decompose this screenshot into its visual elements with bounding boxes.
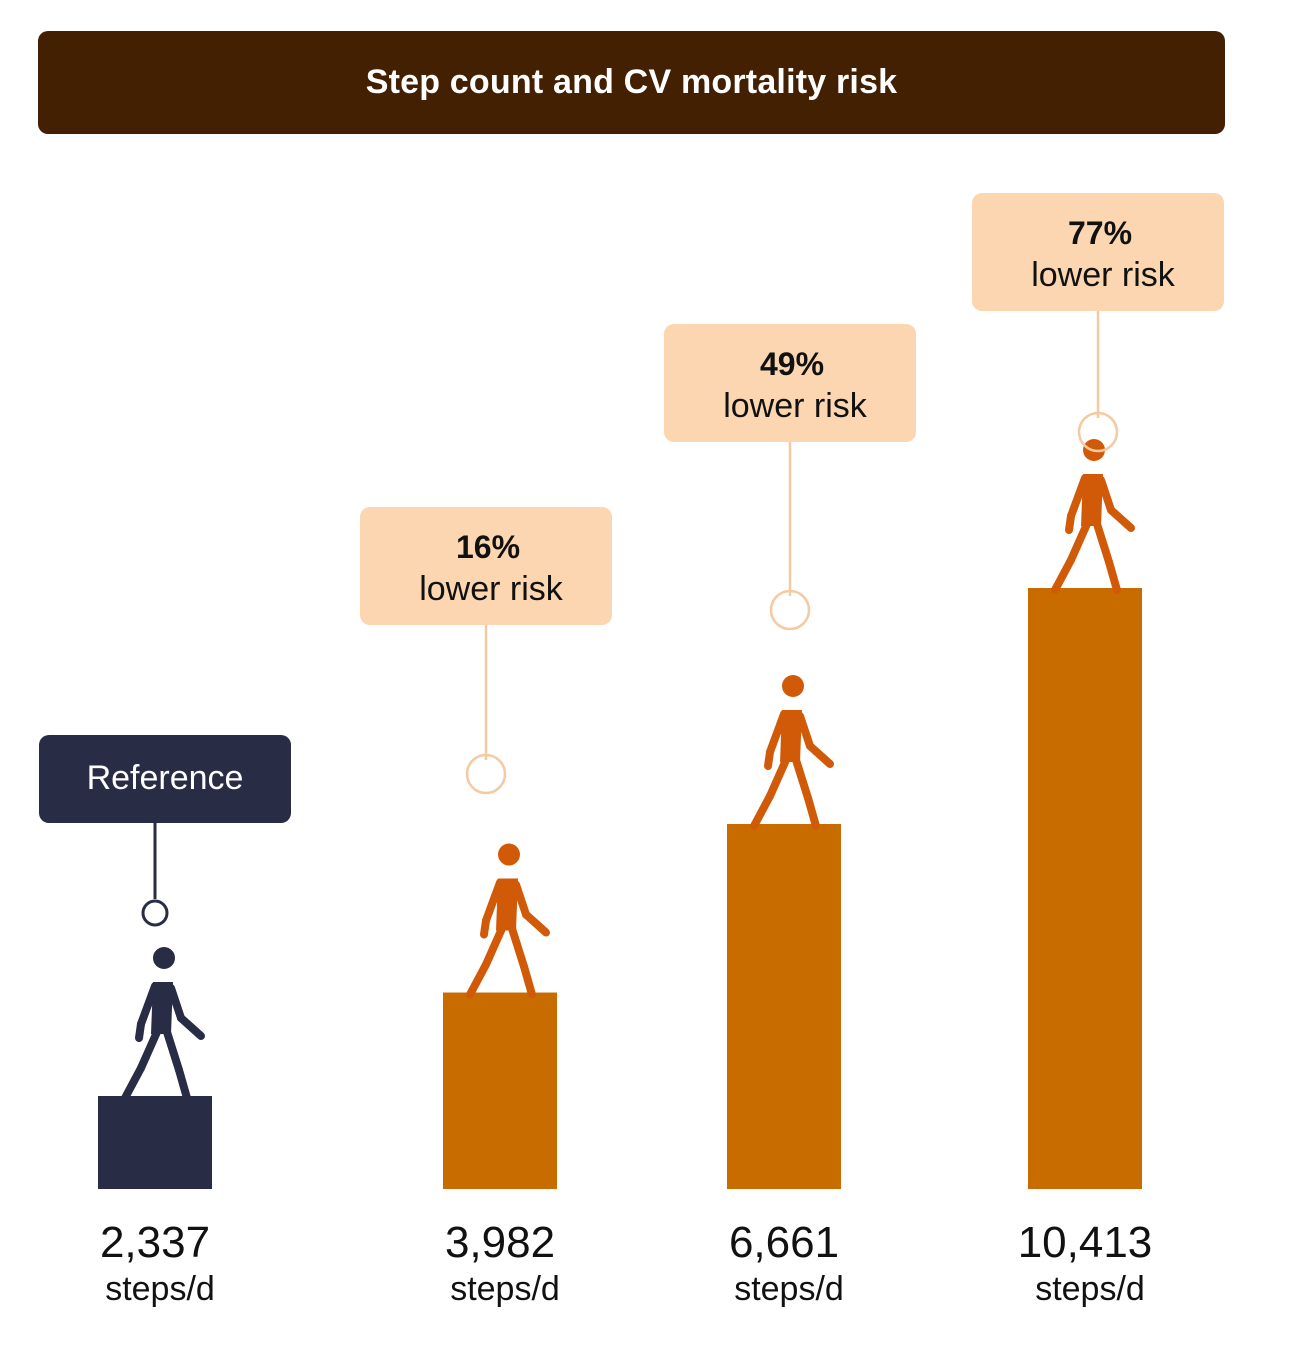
- tick-unit-2: steps/d: [734, 1270, 844, 1308]
- walker-back-shin: [466, 960, 490, 999]
- callout-marker-0: [141, 899, 169, 927]
- tick-label-0: 2,337: [100, 1218, 210, 1267]
- walker-back-shin: [121, 1064, 145, 1102]
- walker-icon-2: [750, 675, 834, 831]
- bar-0: [98, 1096, 212, 1189]
- walker-head: [498, 843, 520, 866]
- walker-head: [782, 675, 804, 698]
- walker-front-forearm: [177, 1014, 205, 1040]
- walker-front-forearm: [1107, 506, 1135, 532]
- walker-head: [153, 947, 175, 969]
- walker-front-thigh: [1093, 520, 1113, 566]
- tick-label-1: 3,982: [445, 1218, 555, 1267]
- walker-back-thigh: [482, 924, 506, 969]
- walker-icon-3: [1051, 439, 1135, 594]
- tick-label-2: 6,661: [729, 1218, 839, 1267]
- walker-icon-1: [466, 843, 550, 999]
- bar-3: [1028, 588, 1142, 1189]
- walker-front-arm: [167, 984, 185, 1022]
- walker-back-thigh: [137, 1028, 161, 1072]
- walker-torso: [1081, 474, 1103, 526]
- tick-label-3: 10,413: [1018, 1218, 1153, 1267]
- callout-box-1: [360, 507, 612, 625]
- data-label-3: 77%: [1068, 215, 1132, 251]
- bar-1: [443, 992, 557, 1189]
- title-bar: Step count and CV mortality risk: [38, 31, 1225, 134]
- walker-back-arm: [1067, 474, 1089, 520]
- walker-front-thigh: [163, 1028, 183, 1074]
- bar-2: [727, 824, 841, 1189]
- walker-back-arm: [766, 710, 788, 757]
- walker-back-arm: [137, 982, 159, 1028]
- callout-label-0: Reference: [87, 759, 244, 797]
- walker-front-arm: [1097, 476, 1115, 514]
- walker-front-shin: [175, 1066, 191, 1102]
- walker-front-thigh: [508, 924, 528, 971]
- walker-back-forearm: [135, 1020, 145, 1042]
- chart-title: Step count and CV mortality risk: [365, 63, 898, 101]
- walker-front-shin: [520, 962, 536, 999]
- data-label-1: 16%: [456, 529, 520, 565]
- walker-back-arm: [482, 878, 504, 925]
- data-sublabel-2: lower risk: [723, 387, 868, 425]
- walker-torso: [151, 982, 173, 1034]
- callout-marker-3: [1077, 411, 1119, 453]
- walker-front-arm: [512, 880, 530, 919]
- tick-unit-0: steps/d: [105, 1270, 215, 1308]
- walker-torso: [496, 878, 518, 931]
- walker-back-forearm: [480, 916, 490, 939]
- walker-back-thigh: [1067, 520, 1091, 564]
- walker-torso: [780, 710, 802, 763]
- walker-front-forearm: [522, 910, 550, 937]
- callout-box-2: [664, 324, 916, 442]
- tick-unit-3: steps/d: [1035, 1270, 1145, 1308]
- walker-icon-0: [121, 947, 205, 1102]
- tick-unit-1: steps/d: [450, 1270, 560, 1308]
- walker-back-thigh: [766, 756, 790, 801]
- data-label-2: 49%: [760, 346, 824, 382]
- walker-back-forearm: [764, 748, 774, 771]
- walker-front-shin: [1105, 558, 1121, 594]
- data-sublabel-3: lower risk: [1031, 256, 1176, 294]
- walker-back-shin: [1051, 556, 1075, 594]
- callout-box-3: [972, 193, 1224, 311]
- callout-box-0: [39, 735, 291, 823]
- walker-front-forearm: [806, 742, 834, 769]
- walker-front-arm: [796, 712, 814, 751]
- walker-back-shin: [750, 792, 774, 831]
- callout-marker-2: [769, 589, 811, 631]
- walker-front-shin: [804, 794, 820, 831]
- data-sublabel-1: lower risk: [419, 570, 564, 608]
- callout-marker-1: [465, 753, 507, 795]
- walker-back-forearm: [1065, 512, 1075, 534]
- walker-front-thigh: [792, 756, 812, 803]
